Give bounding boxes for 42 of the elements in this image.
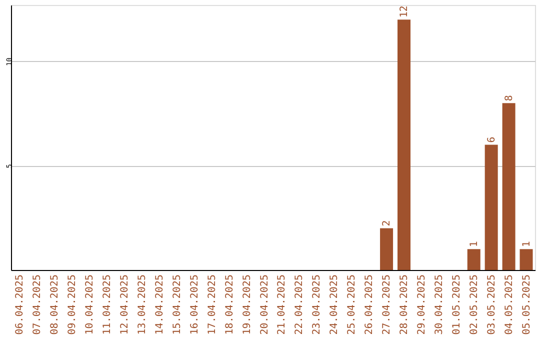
bar	[380, 228, 394, 270]
x-tick-label: 08.04.2025	[50, 274, 61, 335]
x-tick-label: 09.04.2025	[67, 274, 78, 335]
data-label: 8	[504, 95, 515, 102]
x-tick-label: 06.04.2025	[14, 274, 26, 335]
x-tick-label: 23.04.2025	[312, 274, 323, 335]
x-tick-label: 19.04.2025	[242, 274, 253, 335]
x-tick-label: 21.04.2025	[276, 274, 288, 335]
x-tick-label: 16.04.2025	[189, 274, 200, 335]
data-label: 12	[399, 6, 410, 18]
x-tick-label: 27.04.2025	[382, 274, 393, 335]
x-tick-label: 03.05.2025	[486, 274, 498, 335]
x-tick-label: 11.04.2025	[102, 274, 114, 335]
x-tick-label: 01.05.2025	[451, 274, 462, 335]
x-tick-label: 20.04.2025	[259, 274, 270, 335]
x-tick-label: 13.04.2025	[137, 274, 148, 335]
x-tick-label: 04.05.2025	[504, 274, 515, 335]
x-tick-label: 12.04.2025	[120, 274, 131, 335]
x-tick-label: 10.04.2025	[84, 274, 96, 335]
x-tick-label: 14.04.2025	[154, 274, 166, 335]
data-label: 1	[468, 241, 480, 248]
x-tick-label: 15.04.2025	[172, 274, 183, 335]
bar	[520, 249, 533, 270]
x-tick-label: 28.04.2025	[399, 274, 410, 335]
bar	[467, 249, 480, 270]
bar	[502, 103, 516, 270]
x-tick-label: 22.04.2025	[294, 274, 306, 335]
x-tick-label: 24.04.2025	[329, 274, 340, 335]
x-tick-label: 17.04.2025	[206, 274, 218, 335]
data-label: 2	[382, 220, 393, 226]
x-tick-label: 07.04.2025	[32, 274, 44, 335]
bar	[484, 144, 498, 270]
bar	[398, 20, 410, 270]
x-tick-label: 05.05.2025	[521, 274, 532, 335]
x-tick-label: 18.04.2025	[224, 274, 236, 335]
data-label: 6	[486, 136, 498, 143]
x-tick-label: 29.04.2025	[416, 274, 428, 335]
x-tick-label: 02.05.2025	[468, 274, 480, 335]
x-tick-label: 26.04.2025	[364, 274, 376, 335]
x-tick-label: 30.04.2025	[434, 274, 445, 335]
data-label: 1	[521, 241, 532, 248]
x-tick-label: 25.04.2025	[346, 274, 358, 335]
